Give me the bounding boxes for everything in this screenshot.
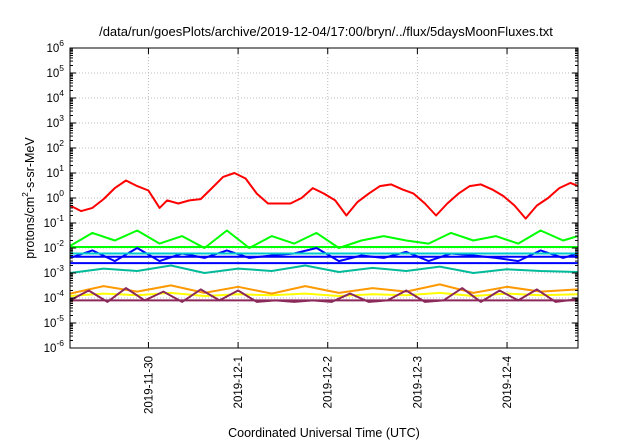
- y-tick-exponent: -2: [56, 238, 64, 248]
- y-tick-label: 102: [46, 138, 64, 155]
- y-tick-exponent: 5: [59, 63, 64, 73]
- y-tick-exponent: -4: [56, 288, 64, 298]
- y-tick-label: 10-5: [44, 313, 65, 330]
- y-tick-label: 106: [46, 38, 64, 55]
- y-tick-exponent: -3: [56, 263, 64, 273]
- plot-frame: [69, 47, 579, 349]
- x-axis-ticks: 2019-11-30 2019-12-1 2019-12-2 2019-12-3 201…: [143, 48, 514, 414]
- x-tick-label: 2019-12-3: [412, 356, 424, 408]
- y-tick-exponent: -5: [56, 313, 64, 323]
- y-tick-exponent: 6: [59, 38, 64, 48]
- y-axis-ticks: 10-610-510-410-310-210-11001011021031041…: [44, 38, 578, 355]
- series-line: [69, 264, 579, 274]
- y-tick-base: 10: [46, 43, 59, 55]
- y-tick-base: 10: [44, 268, 57, 280]
- y-tick-base: 10: [46, 118, 59, 130]
- y-tick-exponent: -6: [56, 338, 64, 348]
- y-tick-exponent: 0: [59, 188, 64, 198]
- y-tick-base: 10: [44, 293, 57, 305]
- series-line: [69, 229, 579, 249]
- y-tick-label: 10-1: [44, 213, 65, 230]
- y-tick-label: 103: [46, 113, 64, 130]
- grid: [70, 47, 578, 349]
- y-tick-base: 10: [44, 243, 57, 255]
- y-tick-base: 10: [46, 193, 59, 205]
- y-tick-exponent: 2: [59, 138, 64, 148]
- y-tick-label: 10-4: [44, 288, 65, 305]
- y-tick-base: 10: [46, 93, 59, 105]
- x-tick-label: 2019-12-1: [233, 356, 245, 408]
- y-tick-base: 10: [46, 68, 59, 80]
- y-tick-label: 101: [46, 163, 64, 180]
- y-tick-base: 10: [44, 218, 57, 230]
- series-line: [69, 247, 579, 263]
- y-tick-base: 10: [46, 143, 59, 155]
- series-line: [69, 172, 579, 220]
- y-tick-base: 10: [46, 168, 59, 180]
- y-tick-exponent: 4: [59, 88, 64, 98]
- x-axis-label: Coordinated Universal Time (UTC): [228, 426, 420, 440]
- chart-title: /data/run/goesPlots/archive/2019-12-04/1…: [99, 24, 553, 39]
- series-lines: [69, 172, 579, 303]
- y-axis-label-rest: -s-sr-MeV: [23, 137, 37, 193]
- y-tick-exponent: 1: [59, 163, 64, 173]
- y-tick-label: 100: [46, 188, 64, 205]
- y-tick-label: 104: [46, 88, 64, 105]
- x-tick-label: 2019-12-2: [323, 356, 335, 408]
- x-tick-label: 2019-11-30: [143, 356, 155, 414]
- y-tick-exponent: -1: [56, 213, 64, 223]
- y-tick-base: 10: [44, 318, 57, 330]
- series-line: [69, 283, 579, 295]
- y-tick-label: 10-2: [44, 238, 65, 255]
- y-tick-base: 10: [44, 343, 57, 355]
- series-line: [69, 291, 579, 297]
- y-axis-label: protons/cm2-s-sr-MeV: [20, 137, 37, 259]
- y-axis-label-base: protons/cm: [23, 197, 37, 259]
- y-tick-label: 105: [46, 63, 64, 80]
- x-tick-label: 2019-12-4: [502, 355, 514, 408]
- y-axis-label-sup: 2: [20, 192, 30, 197]
- y-tick-label: 10-3: [44, 263, 65, 280]
- y-tick-label: 10-6: [44, 338, 65, 355]
- y-tick-exponent: 3: [59, 113, 64, 123]
